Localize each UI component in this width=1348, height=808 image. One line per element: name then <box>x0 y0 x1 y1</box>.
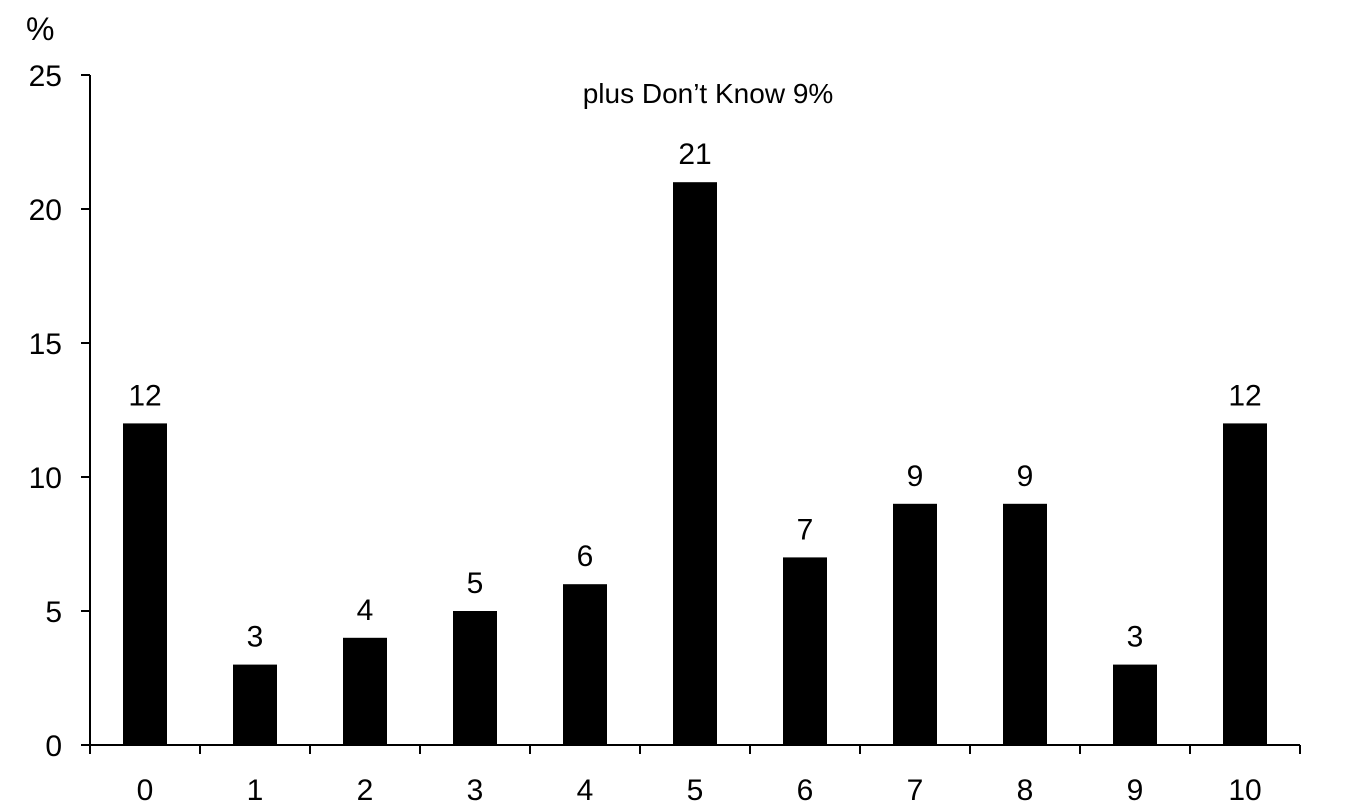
bar-2 <box>343 637 387 745</box>
bar-3 <box>453 611 497 745</box>
y-axis-unit-label: % <box>26 11 54 47</box>
bar-4 <box>563 584 607 745</box>
data-label-3: 5 <box>467 567 484 600</box>
y-tick-label: 20 <box>29 194 62 227</box>
bar-8 <box>1003 503 1047 745</box>
data-label-6: 7 <box>797 513 814 546</box>
bar-9 <box>1113 664 1157 745</box>
bar-1 <box>233 664 277 745</box>
data-label-7: 9 <box>907 460 924 493</box>
y-tick-label: 0 <box>45 730 62 763</box>
bar-10 <box>1223 423 1267 745</box>
bars <box>123 182 1267 745</box>
data-label-10: 12 <box>1228 379 1261 412</box>
data-labels: 12 3 4 5 6 21 7 9 9 3 12 <box>128 138 1261 653</box>
data-label-8: 9 <box>1017 460 1034 493</box>
data-label-9: 3 <box>1127 621 1144 654</box>
bar-6 <box>783 557 827 745</box>
x-tick-label: 7 <box>907 774 924 807</box>
y-tick-label: 10 <box>29 462 62 495</box>
x-tick-label: 1 <box>247 774 264 807</box>
x-tick-label: 2 <box>357 774 374 807</box>
x-tick-label: 9 <box>1127 774 1144 807</box>
x-tick-label: 5 <box>687 774 704 807</box>
data-label-4: 6 <box>577 540 594 573</box>
data-label-2: 4 <box>357 594 374 627</box>
x-tick-label: 0 <box>137 774 154 807</box>
bar-7 <box>893 503 937 745</box>
y-tick-label: 15 <box>29 328 62 361</box>
x-tick-label: 3 <box>467 774 484 807</box>
y-tick-label: 25 <box>29 60 62 93</box>
data-label-1: 3 <box>247 621 264 654</box>
bar-0 <box>123 423 167 745</box>
data-label-0: 12 <box>128 379 161 412</box>
x-tick-label: 6 <box>797 774 814 807</box>
chart-annotation: plus Don’t Know 9% <box>583 78 834 109</box>
data-label-5: 21 <box>678 138 711 171</box>
bar-5 <box>673 182 717 745</box>
x-tick-label: 10 <box>1228 774 1261 807</box>
x-tick-label: 8 <box>1017 774 1034 807</box>
y-tick-label: 5 <box>45 596 62 629</box>
x-tick-label: 4 <box>577 774 594 807</box>
